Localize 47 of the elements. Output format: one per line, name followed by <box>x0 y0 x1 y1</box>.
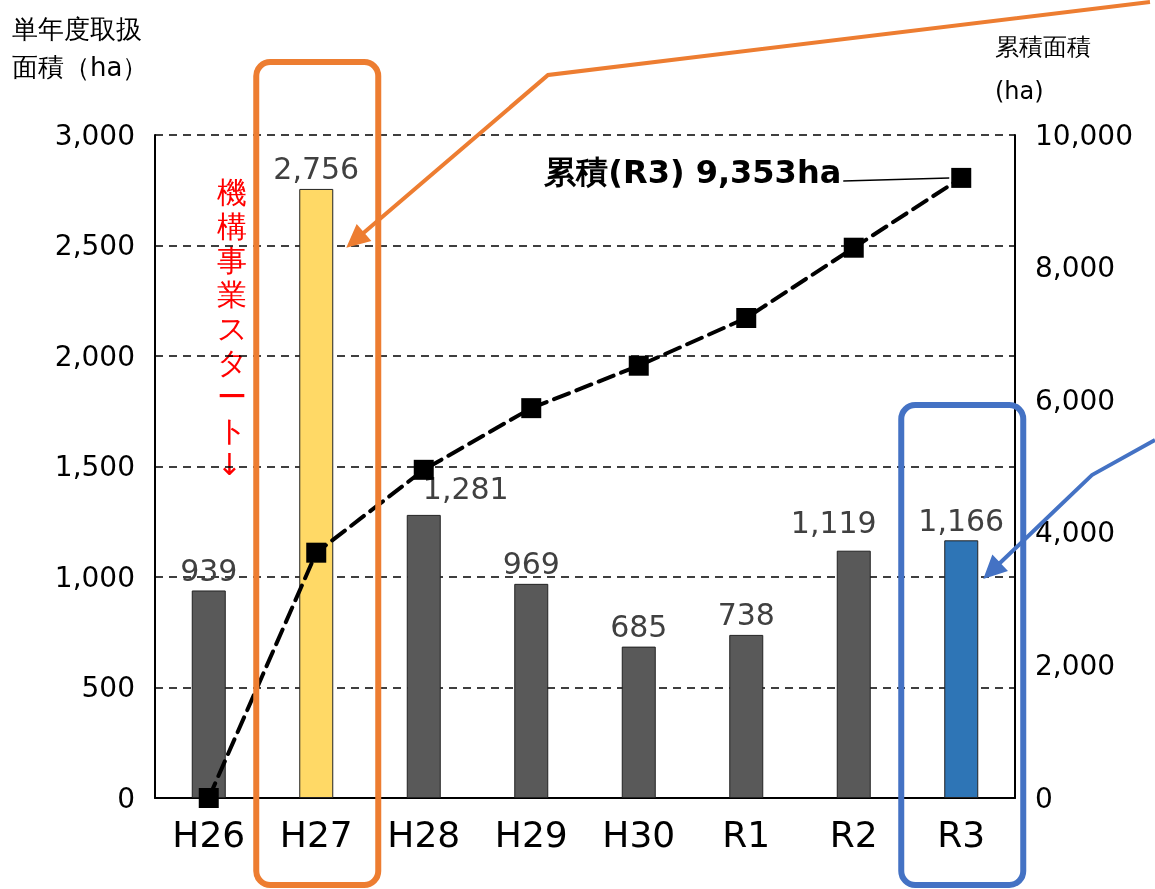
x-tick-label: H30 <box>602 813 676 855</box>
data-label: 738 <box>717 597 775 633</box>
bar <box>514 583 549 798</box>
y-tick-label: 0 <box>117 781 135 815</box>
data-label: 1,281 <box>422 471 509 507</box>
bar <box>299 188 334 798</box>
data-label: 1,166 <box>918 502 1005 538</box>
point <box>198 788 219 808</box>
data-label: 939 <box>180 552 238 588</box>
y-tick-label: 1,000 <box>54 560 135 594</box>
x-tick-label: R1 <box>722 813 771 855</box>
point <box>628 355 649 376</box>
data-label: 685 <box>610 609 668 645</box>
point <box>843 237 864 258</box>
bar <box>729 634 764 798</box>
x-tick-label: H28 <box>387 813 461 855</box>
y-tick-label: 2,500 <box>54 229 135 262</box>
x-tick-label: H29 <box>494 813 568 855</box>
y-tick-label: 1,500 <box>54 450 135 483</box>
y-tick-label: 500 <box>81 671 135 704</box>
y2-tick-label: 0 <box>1035 781 1053 815</box>
bar <box>621 646 656 798</box>
y-axis-title: 単年度取扱面積（ha） <box>12 14 149 82</box>
data-label: 1,119 <box>790 505 877 541</box>
y2-tick-label: 8,000 <box>1035 251 1116 285</box>
y-tick-label: 3,000 <box>54 118 135 152</box>
y2-tick-label: 10,000 <box>1035 118 1133 152</box>
point <box>306 542 327 563</box>
point <box>951 167 972 188</box>
point <box>521 398 542 419</box>
point <box>736 307 757 328</box>
y-tick-label: 2,000 <box>54 339 135 373</box>
y2-axis-title: 累積面積(ha) <box>995 33 1091 105</box>
x-tick-label: R3 <box>937 813 986 855</box>
y2-tick-label: 4,000 <box>1035 516 1116 550</box>
y2-tick-label: 2,000 <box>1035 648 1116 682</box>
annotation: 累積(R3) 9,353ha <box>544 152 842 191</box>
bar <box>944 540 979 798</box>
data-label: 2,756 <box>273 151 360 187</box>
y2-tick-label: 6,000 <box>1035 383 1116 417</box>
x-tick-label: H26 <box>172 813 246 855</box>
bar <box>836 550 871 798</box>
x-tick-label: H27 <box>279 813 353 855</box>
data-label: 969 <box>502 546 560 582</box>
x-tick-label: R2 <box>829 813 878 855</box>
bar <box>406 514 441 798</box>
bar <box>191 590 226 798</box>
